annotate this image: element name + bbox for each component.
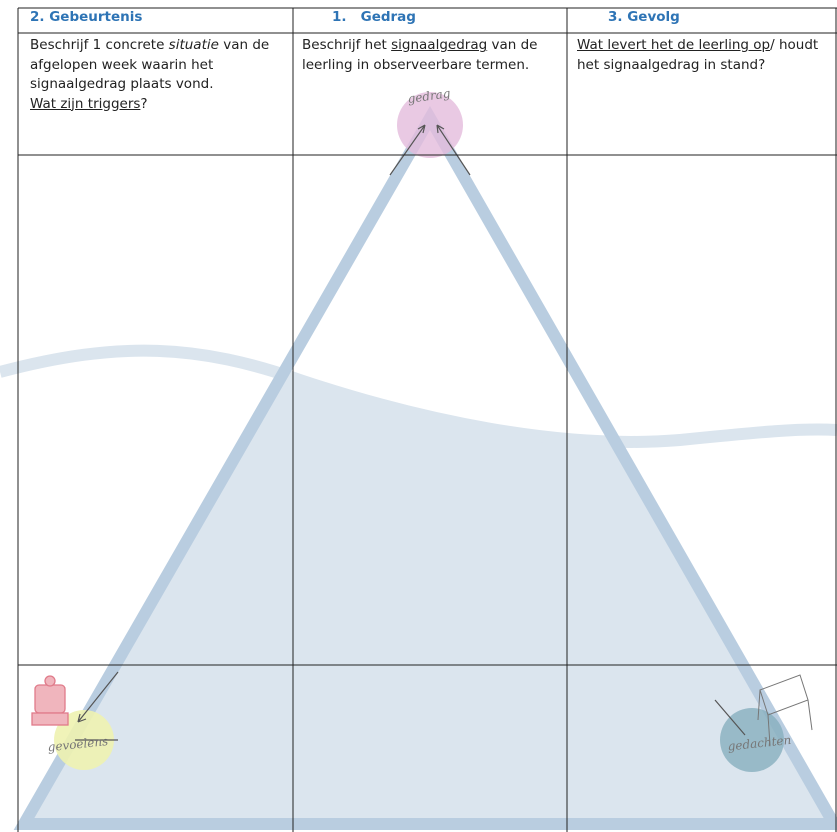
text-run: Beschrijf het bbox=[302, 37, 392, 53]
gedrag-label: gedrag bbox=[407, 86, 452, 106]
text-run: Wat zijn triggers bbox=[30, 95, 141, 112]
text-run: van de leerling in observeerbare termen. bbox=[302, 37, 538, 73]
wave bbox=[0, 344, 837, 448]
text-run: / houdt het signaalgedrag in stand? bbox=[577, 37, 819, 73]
text-run: situatie bbox=[168, 37, 219, 53]
text-run: van de afgelopen week waarin het signaal… bbox=[30, 37, 270, 92]
paragraph: Wat zijn triggers? bbox=[30, 95, 288, 115]
paragraph: Beschrijf 1 concrete situatie van de afg… bbox=[30, 36, 288, 95]
gedachten-label: gedachten bbox=[727, 733, 792, 754]
triangle-outline bbox=[13, 105, 837, 830]
arrows bbox=[75, 124, 746, 741]
gevoelens-label: gevoelens bbox=[47, 734, 109, 754]
header-cell: 1. Gedrag bbox=[332, 9, 416, 25]
description-cell: Wat levert het de leerling op/ houdt het… bbox=[577, 36, 829, 75]
header-cell: 2. Gebeurtenis bbox=[30, 9, 143, 25]
text-run: Wat levert het de leerling op bbox=[577, 37, 771, 53]
description-cell: Beschrijf het signaalgedrag van de leerl… bbox=[302, 36, 562, 75]
paragraph: Wat levert het de leerling op/ houdt het… bbox=[577, 36, 829, 75]
description-cell: Beschrijf 1 concrete situatie van de afg… bbox=[30, 36, 288, 114]
text-run: Beschrijf 1 concrete bbox=[30, 37, 169, 53]
text-run: ? bbox=[140, 95, 148, 112]
table-grid bbox=[17, 7, 837, 832]
paragraph: Beschrijf het signaalgedrag van de leerl… bbox=[302, 36, 562, 75]
header-cell: 3. Gevolg bbox=[608, 9, 680, 25]
text-run: signaalgedrag bbox=[391, 37, 488, 53]
triangle-fill bbox=[22, 352, 836, 826]
bell-icon bbox=[31, 675, 69, 726]
chair-icon bbox=[757, 674, 813, 746]
